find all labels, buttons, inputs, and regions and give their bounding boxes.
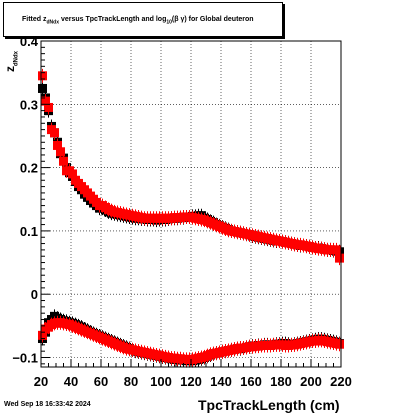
x-axis-label: TpcTrackLength (cm) <box>198 397 340 413</box>
data-point <box>38 71 47 81</box>
y-tick-label: 0 <box>31 287 38 302</box>
x-tick-label: 220 <box>330 374 352 389</box>
y-tick-label: 0.2 <box>20 161 38 176</box>
y-axis-label: zdNdx <box>3 51 20 72</box>
x-tick-label: 180 <box>270 374 292 389</box>
axis-ticks <box>40 40 342 367</box>
data-point <box>50 128 59 138</box>
x-tick-label: 20 <box>34 374 48 389</box>
footer-timestamp: Wed Sep 18 16:33:42 2024 <box>4 401 91 408</box>
data-point <box>335 253 344 263</box>
data-point <box>332 245 341 255</box>
data-point <box>335 339 344 349</box>
y-tick-label: 0.3 <box>20 97 38 112</box>
data-point <box>68 169 77 179</box>
chart-title-box: Fitted zdNdx versus TpcTrackLength and l… <box>3 2 283 37</box>
axis-tick-labels: 20 40 60 80 100 120 140 160 180 200 220 −0.1 0 0.1 0.2… <box>12 34 352 389</box>
data-points <box>38 68 344 368</box>
y-tick-label: 0.1 <box>20 224 38 239</box>
x-tick-label: 100 <box>150 374 172 389</box>
data-point <box>59 156 68 166</box>
data-point <box>53 140 62 150</box>
x-tick-label: 40 <box>64 374 78 389</box>
x-tick-label: 80 <box>124 374 138 389</box>
y-tick-label: −0.1 <box>12 351 38 366</box>
x-tick-label: 60 <box>94 374 108 389</box>
series-3 <box>38 315 344 367</box>
x-tick-label: 120 <box>180 374 202 389</box>
y-tick-label: 0.4 <box>20 34 39 49</box>
x-tick-label: 200 <box>300 374 322 389</box>
data-point <box>56 147 65 157</box>
x-tick-label: 160 <box>240 374 262 389</box>
series-1 <box>38 68 344 266</box>
data-point <box>38 330 47 340</box>
data-point <box>41 96 50 106</box>
data-point <box>44 102 53 112</box>
x-tick-label: 140 <box>210 374 232 389</box>
chart-title: Fitted zdNdx versus TpcTrackLength and l… <box>22 16 254 26</box>
data-point <box>38 83 47 93</box>
